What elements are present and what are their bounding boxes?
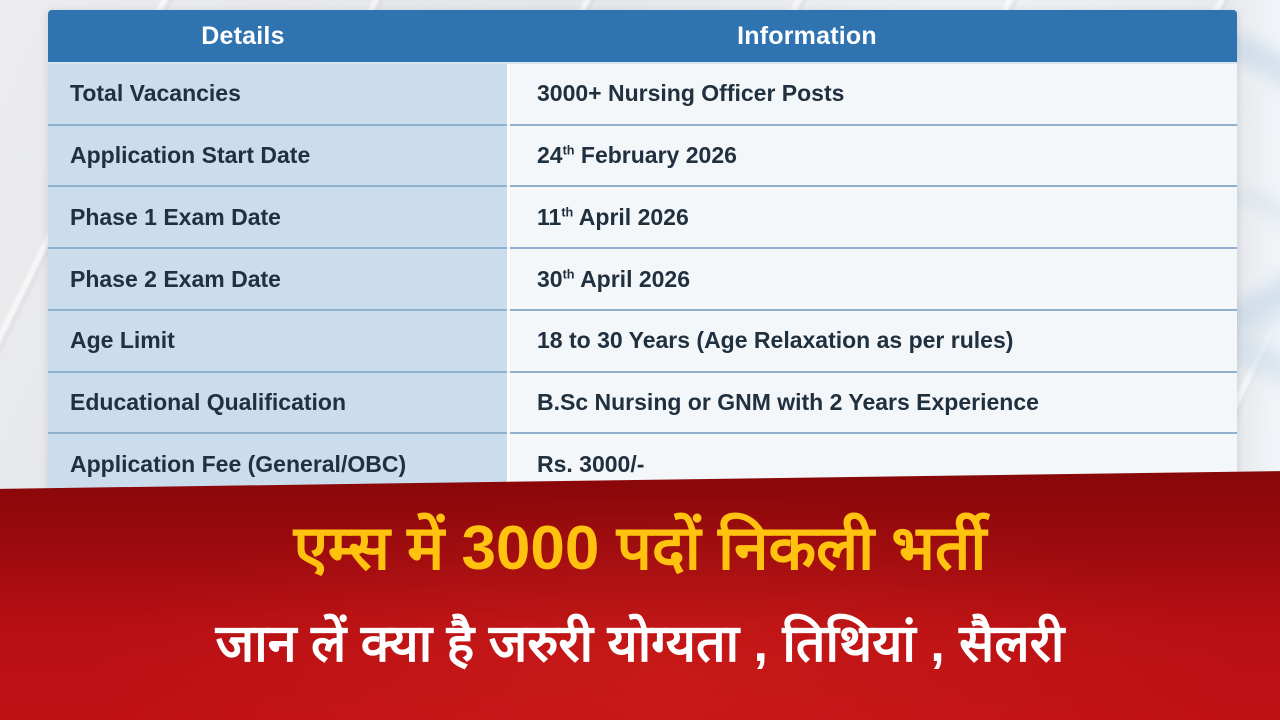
table-header-row: Details Information	[48, 10, 1237, 64]
value-text: 18 to 30 Years (Age Relaxation as per ru…	[537, 327, 1014, 354]
row-value: 3000+ Nursing Officer Posts	[507, 64, 1237, 124]
row-label: Total Vacancies	[48, 64, 507, 124]
row-value: 24th February 2026	[507, 125, 1237, 186]
table-row: Educational Qualification B.Sc Nursing o…	[48, 370, 1237, 433]
column-header-information: Information	[737, 22, 877, 50]
table-row: Phase 1 Exam Date 11th April 2026	[48, 185, 1237, 248]
column-header-details: Details	[201, 22, 285, 50]
row-value: 11th April 2026	[507, 187, 1237, 248]
table-body: Total Vacancies 3000+ Nursing Officer Po…	[48, 64, 1237, 494]
value-text: Rs. 3000/-	[537, 450, 645, 477]
value-text: 3000+ Nursing Officer Posts	[537, 80, 845, 107]
table-row: Age Limit 18 to 30 Years (Age Relaxation…	[48, 308, 1237, 371]
row-value: 18 to 30 Years (Age Relaxation as per ru…	[507, 310, 1237, 371]
headline-secondary: जान लें क्या है जरुरी योग्यता , तिथियां …	[215, 615, 1065, 674]
row-value: B.Sc Nursing or GNM with 2 Years Experie…	[507, 372, 1237, 433]
table-row: Total Vacancies 3000+ Nursing Officer Po…	[48, 64, 1237, 124]
row-label: Phase 2 Exam Date	[48, 249, 507, 309]
value-text: B.Sc Nursing or GNM with 2 Years Experie…	[537, 388, 1039, 415]
value-text: 30th April 2026	[537, 265, 691, 292]
row-value: Rs. 3000/-	[507, 434, 1237, 494]
value-text: 11th April 2026	[537, 203, 689, 230]
row-label: Educational Qualification	[48, 372, 507, 433]
row-label: Application Start Date	[48, 125, 507, 186]
row-label: Application Fee (General/OBC)	[48, 434, 507, 494]
value-text: 24th February 2026	[537, 142, 737, 169]
row-label: Age Limit	[48, 310, 507, 371]
row-value: 30th April 2026	[507, 249, 1237, 309]
row-label: Phase 1 Exam Date	[48, 187, 507, 248]
headline-primary: एम्स में 3000 पदों निकली भर्ती	[293, 514, 987, 583]
table-row: Application Start Date 24th February 202…	[48, 123, 1237, 186]
table-row: Application Fee (General/OBC) Rs. 3000/-	[48, 432, 1237, 494]
headline-banner: एम्स में 3000 पदों निकली भर्ती जान लें क…	[0, 471, 1280, 720]
recruitment-info-table: Details Information Total Vacancies 3000…	[48, 10, 1237, 494]
table-row: Phase 2 Exam Date 30th April 2026	[48, 247, 1237, 309]
column-divider	[507, 64, 510, 494]
